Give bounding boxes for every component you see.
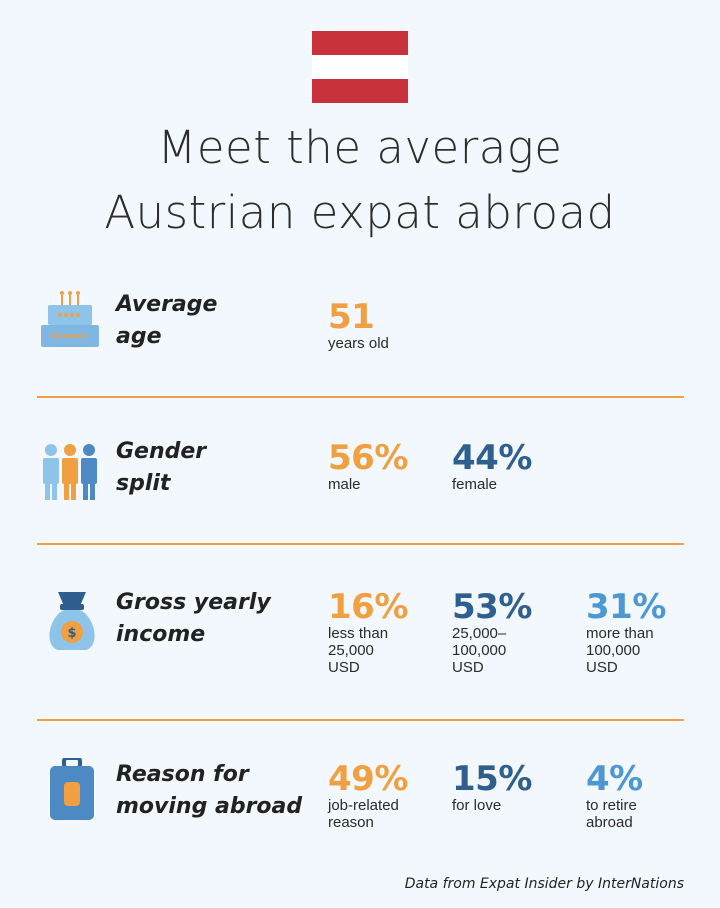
label-reason-for-moving: Reason for moving abroad: [116, 759, 302, 823]
divider: [37, 543, 684, 545]
label-average-age: Average age: [116, 289, 217, 353]
stat-desc: 25,000– 100,000 USD: [452, 625, 507, 676]
divider: [37, 396, 684, 398]
stat-desc: more than 100,000 USD: [586, 625, 654, 676]
stat-desc: male: [328, 476, 361, 493]
title-line-1: Meet the average: [157, 121, 563, 174]
stat-value: 51: [328, 297, 375, 337]
label-line-1: Average: [116, 292, 218, 317]
flag-stripe-bottom: [312, 79, 408, 103]
svg-text:$: $: [67, 626, 76, 641]
source-credit: Data from Expat Insider by InterNations: [404, 876, 684, 892]
stat-male: 56% male: [328, 440, 408, 493]
stat-value: 4%: [586, 759, 643, 799]
divider: [37, 719, 684, 721]
flag-stripe-middle: [312, 55, 408, 79]
stat-value: 53%: [452, 587, 532, 627]
label-line-1: Reason for: [116, 762, 249, 787]
stat-value: 56%: [328, 438, 408, 478]
stat-reason-retire: 4% to retire abroad: [586, 761, 643, 831]
stat-value: 49%: [328, 759, 408, 799]
stat-value: 16%: [328, 587, 408, 627]
stat-desc: less than 25,000 USD: [328, 625, 389, 676]
stat-desc: female: [452, 476, 498, 493]
label-line-1: Gender: [116, 439, 207, 464]
label-gross-yearly-income: Gross yearly income: [116, 587, 271, 651]
stat-age: 51 years old: [328, 299, 389, 352]
stat-reason-love: 15% for love: [452, 761, 532, 814]
label-line-2: age: [116, 324, 162, 349]
birthday-cake-icon: [41, 291, 99, 347]
label-line-2: income: [116, 622, 206, 647]
stat-desc: for love: [452, 797, 502, 814]
stat-income-high: 31% more than 100,000 USD: [586, 589, 666, 676]
stat-female: 44% female: [452, 440, 532, 493]
stat-value: 44%: [452, 438, 532, 478]
stat-value: 15%: [452, 759, 532, 799]
stat-desc: job-related reason: [328, 797, 399, 831]
label-line-2: split: [116, 471, 171, 496]
austria-flag: [312, 31, 408, 103]
title-line-2: Austrian expat abroad: [104, 186, 616, 239]
stat-desc: years old: [328, 335, 389, 352]
suitcase-icon: [50, 758, 94, 820]
people-group-icon: [43, 444, 97, 500]
label-line-1: Gross yearly: [116, 590, 271, 615]
label-gender-split: Gender split: [116, 436, 206, 500]
stat-income-low: 16% less than 25,000 USD: [328, 589, 408, 676]
stat-income-mid: 53% 25,000– 100,000 USD: [452, 589, 532, 676]
stat-value: 31%: [586, 587, 666, 627]
label-line-2: moving abroad: [116, 794, 303, 819]
flag-stripe-top: [312, 31, 408, 55]
page-title: Meet the average Austrian expat abroad: [0, 115, 720, 245]
stat-reason-job: 49% job-related reason: [328, 761, 408, 831]
stat-desc: to retire abroad: [586, 797, 637, 831]
money-bag-icon: $: [49, 592, 95, 650]
